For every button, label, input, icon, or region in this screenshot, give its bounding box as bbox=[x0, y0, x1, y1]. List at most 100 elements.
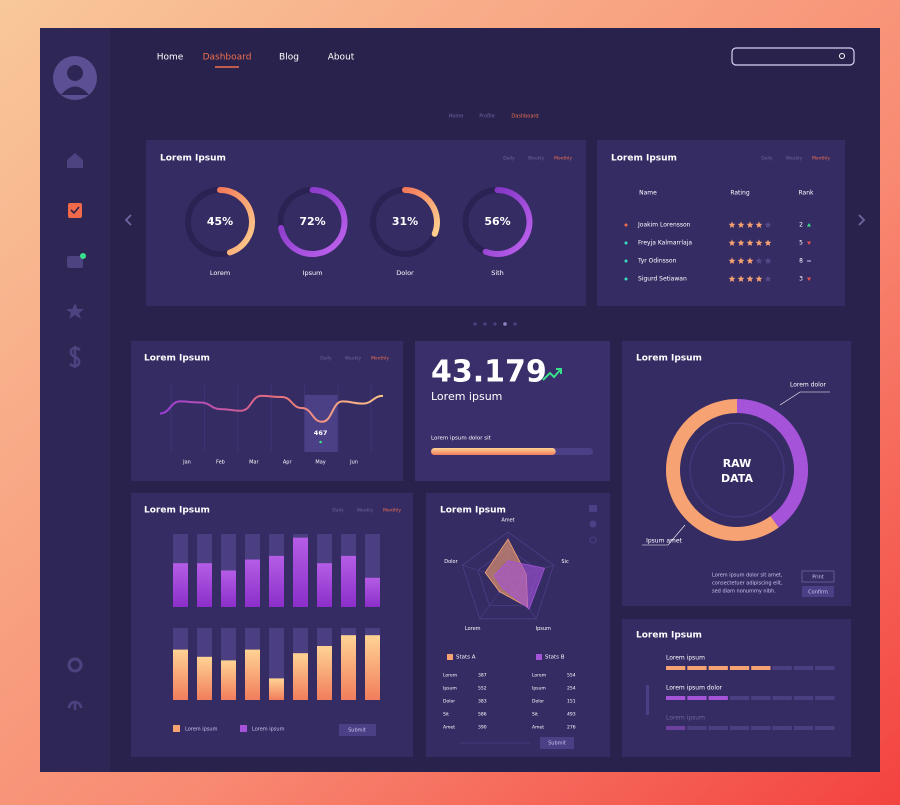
progress-segment-empty bbox=[729, 726, 750, 730]
gauge-value: 31% bbox=[392, 215, 418, 228]
progress-segment-empty bbox=[793, 726, 814, 730]
dot[interactable] bbox=[503, 322, 507, 326]
card-icon[interactable] bbox=[589, 505, 597, 512]
progress-segment-empty bbox=[708, 726, 728, 730]
submit-button[interactable] bbox=[540, 737, 574, 749]
card-icon[interactable] bbox=[589, 536, 597, 544]
rating-star bbox=[728, 221, 736, 228]
progress-label: Lorem ipsum dolor sit bbox=[431, 436, 492, 442]
donut-center: RAW bbox=[723, 457, 752, 470]
tab[interactable]: Daily bbox=[503, 156, 515, 162]
tab[interactable]: Monthly bbox=[383, 508, 401, 514]
gauge-arc bbox=[278, 187, 348, 257]
tab[interactable]: Weekly bbox=[528, 156, 545, 162]
note: consectetuer adipiscing elit, bbox=[712, 581, 783, 587]
card bbox=[146, 140, 586, 306]
confirm-button[interactable] bbox=[802, 586, 834, 597]
progress-segment-empty bbox=[793, 696, 814, 700]
tab[interactable]: Weekly bbox=[357, 508, 374, 514]
bar-purple bbox=[293, 537, 308, 607]
progress-segment bbox=[708, 696, 728, 700]
row-rank: 8 bbox=[799, 258, 803, 265]
legend-swatch bbox=[536, 654, 542, 660]
nav-link[interactable]: About bbox=[328, 53, 355, 63]
row-rank: 5 bbox=[799, 240, 803, 247]
radar-axis-label: Ipsum bbox=[536, 626, 551, 632]
bar-orange bbox=[221, 660, 236, 700]
stat-value: 552 bbox=[478, 686, 487, 692]
x-tick-label: Feb bbox=[216, 460, 225, 466]
tab[interactable]: Weekly bbox=[786, 156, 803, 162]
avatar-head bbox=[67, 65, 83, 81]
settings-icon[interactable] bbox=[67, 657, 83, 673]
rating-star bbox=[746, 275, 754, 282]
power-icon[interactable] bbox=[67, 700, 83, 710]
tab[interactable]: Daily bbox=[332, 508, 344, 514]
tab[interactable]: Monthly bbox=[812, 156, 830, 162]
row-bullet bbox=[624, 259, 628, 263]
bar-purple bbox=[245, 559, 260, 607]
trend-up bbox=[807, 223, 811, 227]
progress-segment bbox=[751, 666, 771, 670]
nav-link[interactable]: Dashboard bbox=[203, 53, 252, 63]
side-rail bbox=[646, 685, 649, 715]
star-icon[interactable] bbox=[66, 303, 84, 319]
progress-segment-empty bbox=[687, 726, 707, 730]
progress-segment-empty bbox=[815, 666, 835, 670]
tab[interactable]: Daily bbox=[320, 356, 332, 362]
print-button[interactable] bbox=[801, 570, 835, 583]
card bbox=[622, 619, 851, 757]
rating-star bbox=[755, 275, 763, 282]
money-icon[interactable] bbox=[69, 346, 81, 368]
dot[interactable] bbox=[513, 322, 517, 326]
stat-name: Lorem bbox=[443, 673, 457, 679]
progress-fill bbox=[431, 448, 556, 455]
tasks-check bbox=[70, 206, 80, 215]
stat-name: Amet bbox=[443, 725, 455, 731]
home-icon[interactable] bbox=[67, 153, 83, 168]
bar-orange bbox=[197, 656, 212, 700]
nav-link[interactable]: Home bbox=[157, 53, 184, 63]
stat-name: Sit bbox=[443, 712, 449, 718]
donut-center: DATA bbox=[721, 472, 753, 485]
search-box[interactable] bbox=[731, 47, 855, 66]
prev-arrow[interactable] bbox=[124, 214, 132, 226]
rating-star bbox=[728, 275, 736, 282]
progress-segment-empty bbox=[793, 666, 814, 670]
dot[interactable] bbox=[483, 322, 487, 326]
tab[interactable]: Monthly bbox=[554, 156, 572, 162]
tab[interactable]: Weekly bbox=[345, 356, 362, 362]
dot[interactable] bbox=[473, 322, 477, 326]
dot[interactable] bbox=[493, 322, 497, 326]
card-title: Lorem Ipsum bbox=[144, 506, 210, 516]
breadcrumb-item: Profile bbox=[479, 114, 495, 120]
stat-value: 387 bbox=[478, 673, 487, 679]
progress-segment-empty bbox=[772, 726, 792, 730]
next-arrow[interactable] bbox=[858, 214, 866, 226]
tab[interactable]: Monthly bbox=[371, 356, 389, 362]
stat-value: 586 bbox=[478, 712, 487, 718]
notification-dot bbox=[80, 253, 86, 259]
sidebar bbox=[40, 28, 110, 772]
progress-segment bbox=[687, 696, 707, 700]
row-name: Joakim Lorensson bbox=[637, 222, 691, 229]
tasks-icon[interactable] bbox=[68, 203, 82, 218]
progress-label: Lorem ipsum bbox=[666, 715, 705, 722]
gauge-label: Ipsum bbox=[303, 269, 323, 277]
button-label: Submit bbox=[548, 741, 566, 747]
legend-label: Lorem ipsum bbox=[185, 727, 218, 733]
nav-link[interactable]: Blog bbox=[279, 53, 299, 63]
segment-label: Ipsum amet bbox=[646, 538, 682, 545]
submit-button[interactable] bbox=[339, 724, 376, 736]
gauge-arc bbox=[217, 187, 255, 256]
rating-star bbox=[746, 239, 754, 246]
mail-icon[interactable] bbox=[67, 256, 83, 268]
card-icon[interactable] bbox=[589, 520, 597, 528]
stat-value: 276 bbox=[567, 725, 576, 731]
tab[interactable]: Daily bbox=[761, 156, 773, 162]
breadcrumb-item: Dashboard bbox=[511, 114, 538, 120]
button-label: Print bbox=[812, 575, 824, 581]
bar-purple bbox=[221, 570, 236, 607]
stat-name: Ipsum bbox=[532, 686, 546, 692]
